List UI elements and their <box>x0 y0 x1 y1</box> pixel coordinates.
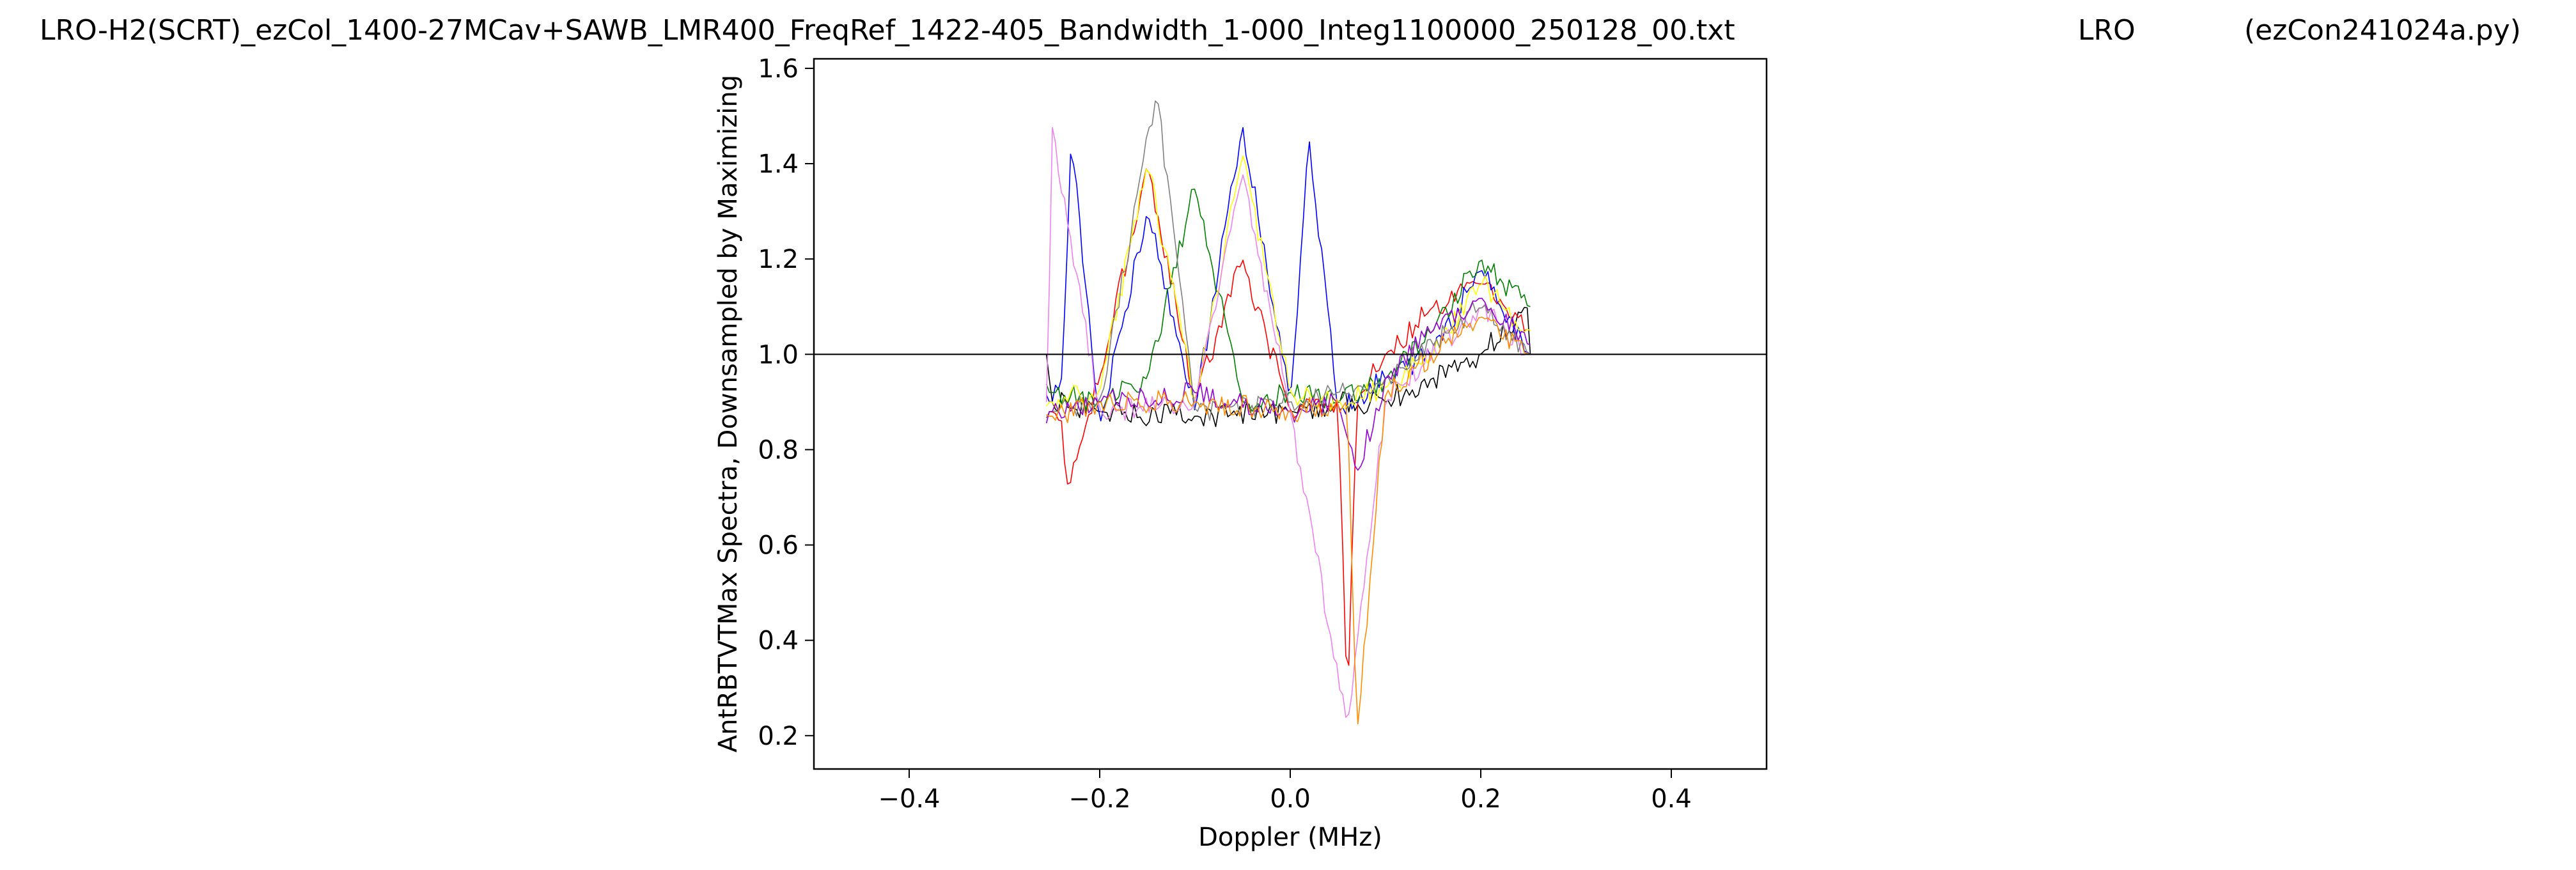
spectrum-series-line <box>1046 316 1531 725</box>
y-tick-label: 1.0 <box>758 340 799 369</box>
title-program: (ezCon241024a.py) <box>2244 14 2521 47</box>
y-tick-label: 1.6 <box>758 54 799 84</box>
x-axis-ticks: −0.4 −0.2 0.0 0.2 0.4 <box>878 769 1692 814</box>
y-tick-label: 1.4 <box>758 150 799 179</box>
x-tick-label: −0.4 <box>878 784 940 814</box>
spectra-lines <box>1045 100 1531 725</box>
title-station: LRO <box>2078 14 2135 47</box>
spectrum-series-line <box>1045 100 1531 421</box>
y-tick-label: 0.2 <box>758 722 799 751</box>
spectrum-series-line <box>1045 127 1531 422</box>
x-tick-label: 0.2 <box>1460 784 1501 814</box>
x-tick-label: 0.4 <box>1651 784 1692 814</box>
x-tick-label: 0.0 <box>1270 784 1311 814</box>
chart-title: LRO-H2(SCRT)_ezCol_1400-27MCav+SAWB_LMR4… <box>40 14 2521 47</box>
spectrum-series-line <box>1045 189 1531 412</box>
y-tick-label: 1.2 <box>758 245 799 274</box>
title-filename: LRO-H2(SCRT)_ezCol_1400-27MCav+SAWB_LMR4… <box>40 14 1735 47</box>
y-tick-label: 0.6 <box>758 531 799 561</box>
y-tick-label: 0.8 <box>758 435 799 465</box>
y-axis-label: AntRBTVTMax Spectra, Downsampled by Maxi… <box>714 75 743 752</box>
x-tick-label: −0.2 <box>1068 784 1130 814</box>
x-axis-label: Doppler (MHz) <box>1198 823 1382 852</box>
y-axis-ticks: 0.2 0.4 0.6 0.8 1.0 1.2 1.4 1.6 <box>758 54 814 751</box>
y-tick-label: 0.4 <box>758 626 799 656</box>
